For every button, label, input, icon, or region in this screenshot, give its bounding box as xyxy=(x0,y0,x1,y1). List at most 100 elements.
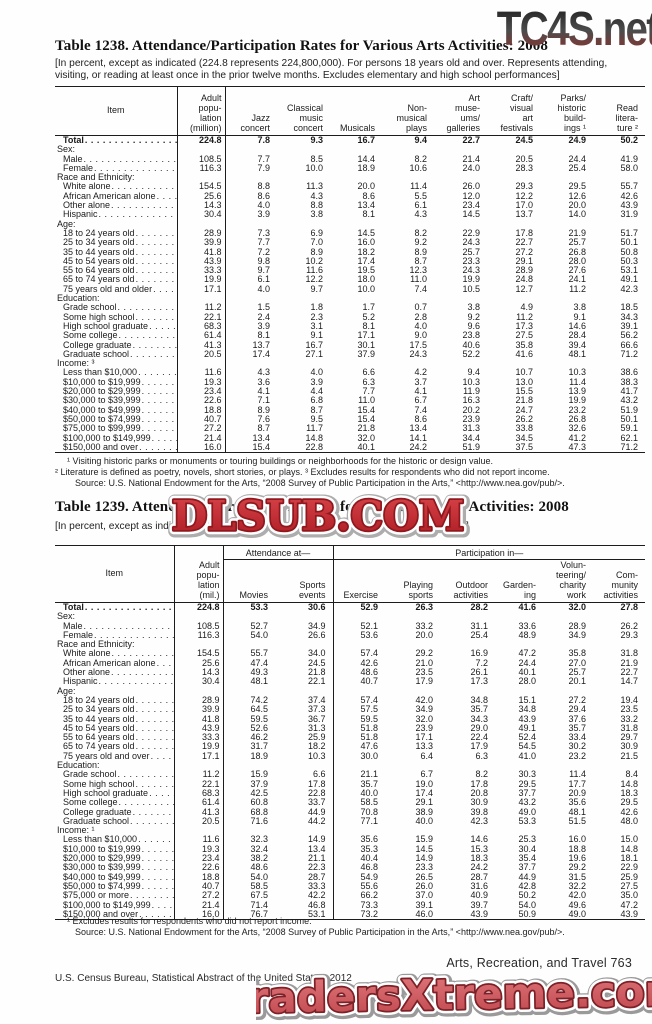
value-cell xyxy=(177,359,226,369)
value-cell: 8.2 xyxy=(414,154,427,164)
row-label-text: $40,000 to $49,999 xyxy=(63,872,141,882)
value-cell: 30.6 xyxy=(275,602,334,613)
value-cell: 31.3 xyxy=(462,424,480,434)
value-cell: 59.5 xyxy=(360,714,379,724)
value-cell: 59.1 xyxy=(620,424,638,434)
value-cell: 26.8 xyxy=(568,247,586,257)
value-cell xyxy=(382,145,434,154)
value-cell: 55.7 xyxy=(250,649,268,659)
value-cell: 13.9 xyxy=(568,387,586,397)
row-label-text: Hispanic xyxy=(63,210,98,220)
col-header-volunteering: Volun- teering/ charity work xyxy=(543,559,594,603)
value-cell xyxy=(487,294,540,303)
value-cell: 14.0 xyxy=(568,210,586,220)
value-cell: 48.1 xyxy=(250,677,268,687)
table-row: Total . . . . . . . . . . . . . . . . . … xyxy=(55,135,645,146)
value-cell: 11.2 xyxy=(177,303,226,313)
row-label: High school graduate . . . . . . . . . .… xyxy=(55,788,175,799)
row-label: 35 to 44 years old . . . . . . . . . . .… xyxy=(55,714,175,724)
value-cell: 17.1 xyxy=(177,284,226,295)
value-cell: 8.1 xyxy=(362,210,375,220)
row-label-text: African American alone xyxy=(63,191,156,201)
table-row: Other alone . . . . . . . . . . . . . . … xyxy=(55,201,645,211)
row-label: Some high school . . . . . . . . . . . .… xyxy=(55,779,175,789)
section-row: Education: xyxy=(55,294,645,304)
value-cell: 20.9 xyxy=(568,788,587,798)
value-cell xyxy=(223,826,275,835)
row-label: Male . . . . . . . . . . . . . . . . . .… xyxy=(55,154,178,164)
value-cell: 17.3 xyxy=(515,321,533,331)
value-cell: 33.3 xyxy=(174,733,224,743)
value-cell: 49.3 xyxy=(250,668,268,678)
value-cell: 4.4 xyxy=(310,387,323,397)
value-cell: 17.1 xyxy=(174,751,224,762)
dot-leader: . . . . . . . . . . . . . . . . . . . . … xyxy=(83,621,173,631)
value-cell: 1.7 xyxy=(362,303,375,313)
row-label-text: Total xyxy=(63,603,84,612)
value-cell xyxy=(593,220,645,229)
value-cell: 73.2 xyxy=(333,909,386,921)
col-header-nonmusical-plays: Non- musical plays xyxy=(382,86,434,136)
value-cell: 42.6 xyxy=(360,658,379,668)
value-cell: 8.9 xyxy=(310,247,323,257)
value-cell: 16.0 xyxy=(568,835,587,845)
value-cell: 43.9 xyxy=(620,201,638,211)
row-label-text: $30,000 to $39,999 xyxy=(63,396,141,406)
table-row: White alone . . . . . . . . . . . . . . … xyxy=(55,649,645,659)
row-label-text: Some college xyxy=(63,331,118,341)
value-cell: 38.9 xyxy=(415,807,434,817)
value-cell: 224.8 xyxy=(177,135,226,146)
value-cell: 31.8 xyxy=(620,649,639,659)
value-cell: 32.4 xyxy=(250,844,268,854)
table-row: 65 to 74 years old . . . . . . . . . . .… xyxy=(55,742,645,752)
row-label-text: Sex: xyxy=(57,145,76,155)
value-cell: 24.2 xyxy=(382,442,434,454)
dot-leader: . . . . . . . . . . . . . . . . . . . . … xyxy=(135,742,173,752)
value-cell xyxy=(174,761,224,771)
section-row: Sex: xyxy=(55,145,645,155)
table-1239-container: Item Adult popu- lation (mil.) Attendanc… xyxy=(55,545,646,921)
table-row: $100,000 to $149,999 . . . . . . . . . .… xyxy=(55,900,645,910)
value-cell: 14.6 xyxy=(470,835,489,845)
value-cell: 60.8 xyxy=(250,798,268,808)
table-row: Graduate school . . . . . . . . . . . . … xyxy=(55,349,645,360)
value-cell: 66.2 xyxy=(360,891,379,901)
value-cell: 53.1 xyxy=(620,266,638,276)
value-cell: 7.4 xyxy=(414,405,427,415)
value-cell: 51.8 xyxy=(360,733,379,743)
value-cell: 29.5 xyxy=(620,798,639,808)
value-cell: 7.0 xyxy=(310,238,323,248)
value-cell: 154.5 xyxy=(174,649,224,659)
table-row: $150,000 and over . . . . . . . . . . . … xyxy=(55,909,646,921)
table-row: Other alone . . . . . . . . . . . . . . … xyxy=(55,668,645,678)
value-cell: 9.4 xyxy=(414,135,427,145)
row-label-text: Income: ³ xyxy=(57,359,95,369)
value-cell: 17.9 xyxy=(415,677,434,687)
table-row: $40,000 to $49,999 . . . . . . . . . . .… xyxy=(55,405,645,415)
value-cell: 52.4 xyxy=(518,733,537,743)
source-line: Source: U.S. National Endowment for the … xyxy=(75,477,565,488)
value-cell xyxy=(540,294,593,303)
row-label: Education: xyxy=(55,761,175,771)
value-cell: 12.2 xyxy=(515,191,533,201)
value-cell: 22.4 xyxy=(470,733,489,743)
table-row: Male . . . . . . . . . . . . . . . . . .… xyxy=(55,621,645,631)
row-label-text: 65 to 74 years old xyxy=(63,275,135,285)
dot-leader: . . . . . . . . . . . . . . . . . . . . … xyxy=(84,136,176,145)
value-cell: 21.8 xyxy=(357,424,375,434)
row-label: Other alone . . . . . . . . . . . . . . … xyxy=(55,201,178,211)
value-cell: 33.4 xyxy=(568,733,587,743)
value-cell: 34.3 xyxy=(470,714,489,724)
value-cell: 32.0 xyxy=(415,714,434,724)
value-cell xyxy=(277,359,330,368)
row-label: 25 to 34 years old . . . . . . . . . . .… xyxy=(55,238,178,248)
row-label: Income: ¹ xyxy=(55,826,175,836)
row-label-text: Age: xyxy=(57,686,76,696)
value-cell: 43.9 xyxy=(518,714,537,724)
value-cell: 37.3 xyxy=(275,705,334,715)
row-label-text: 35 to 44 years old xyxy=(63,714,135,724)
value-cell: 47.2 xyxy=(518,649,537,659)
value-cell: 27.2 xyxy=(515,247,533,257)
value-cell: 38.2 xyxy=(250,854,268,864)
row-label-text: Grade school xyxy=(63,303,117,313)
